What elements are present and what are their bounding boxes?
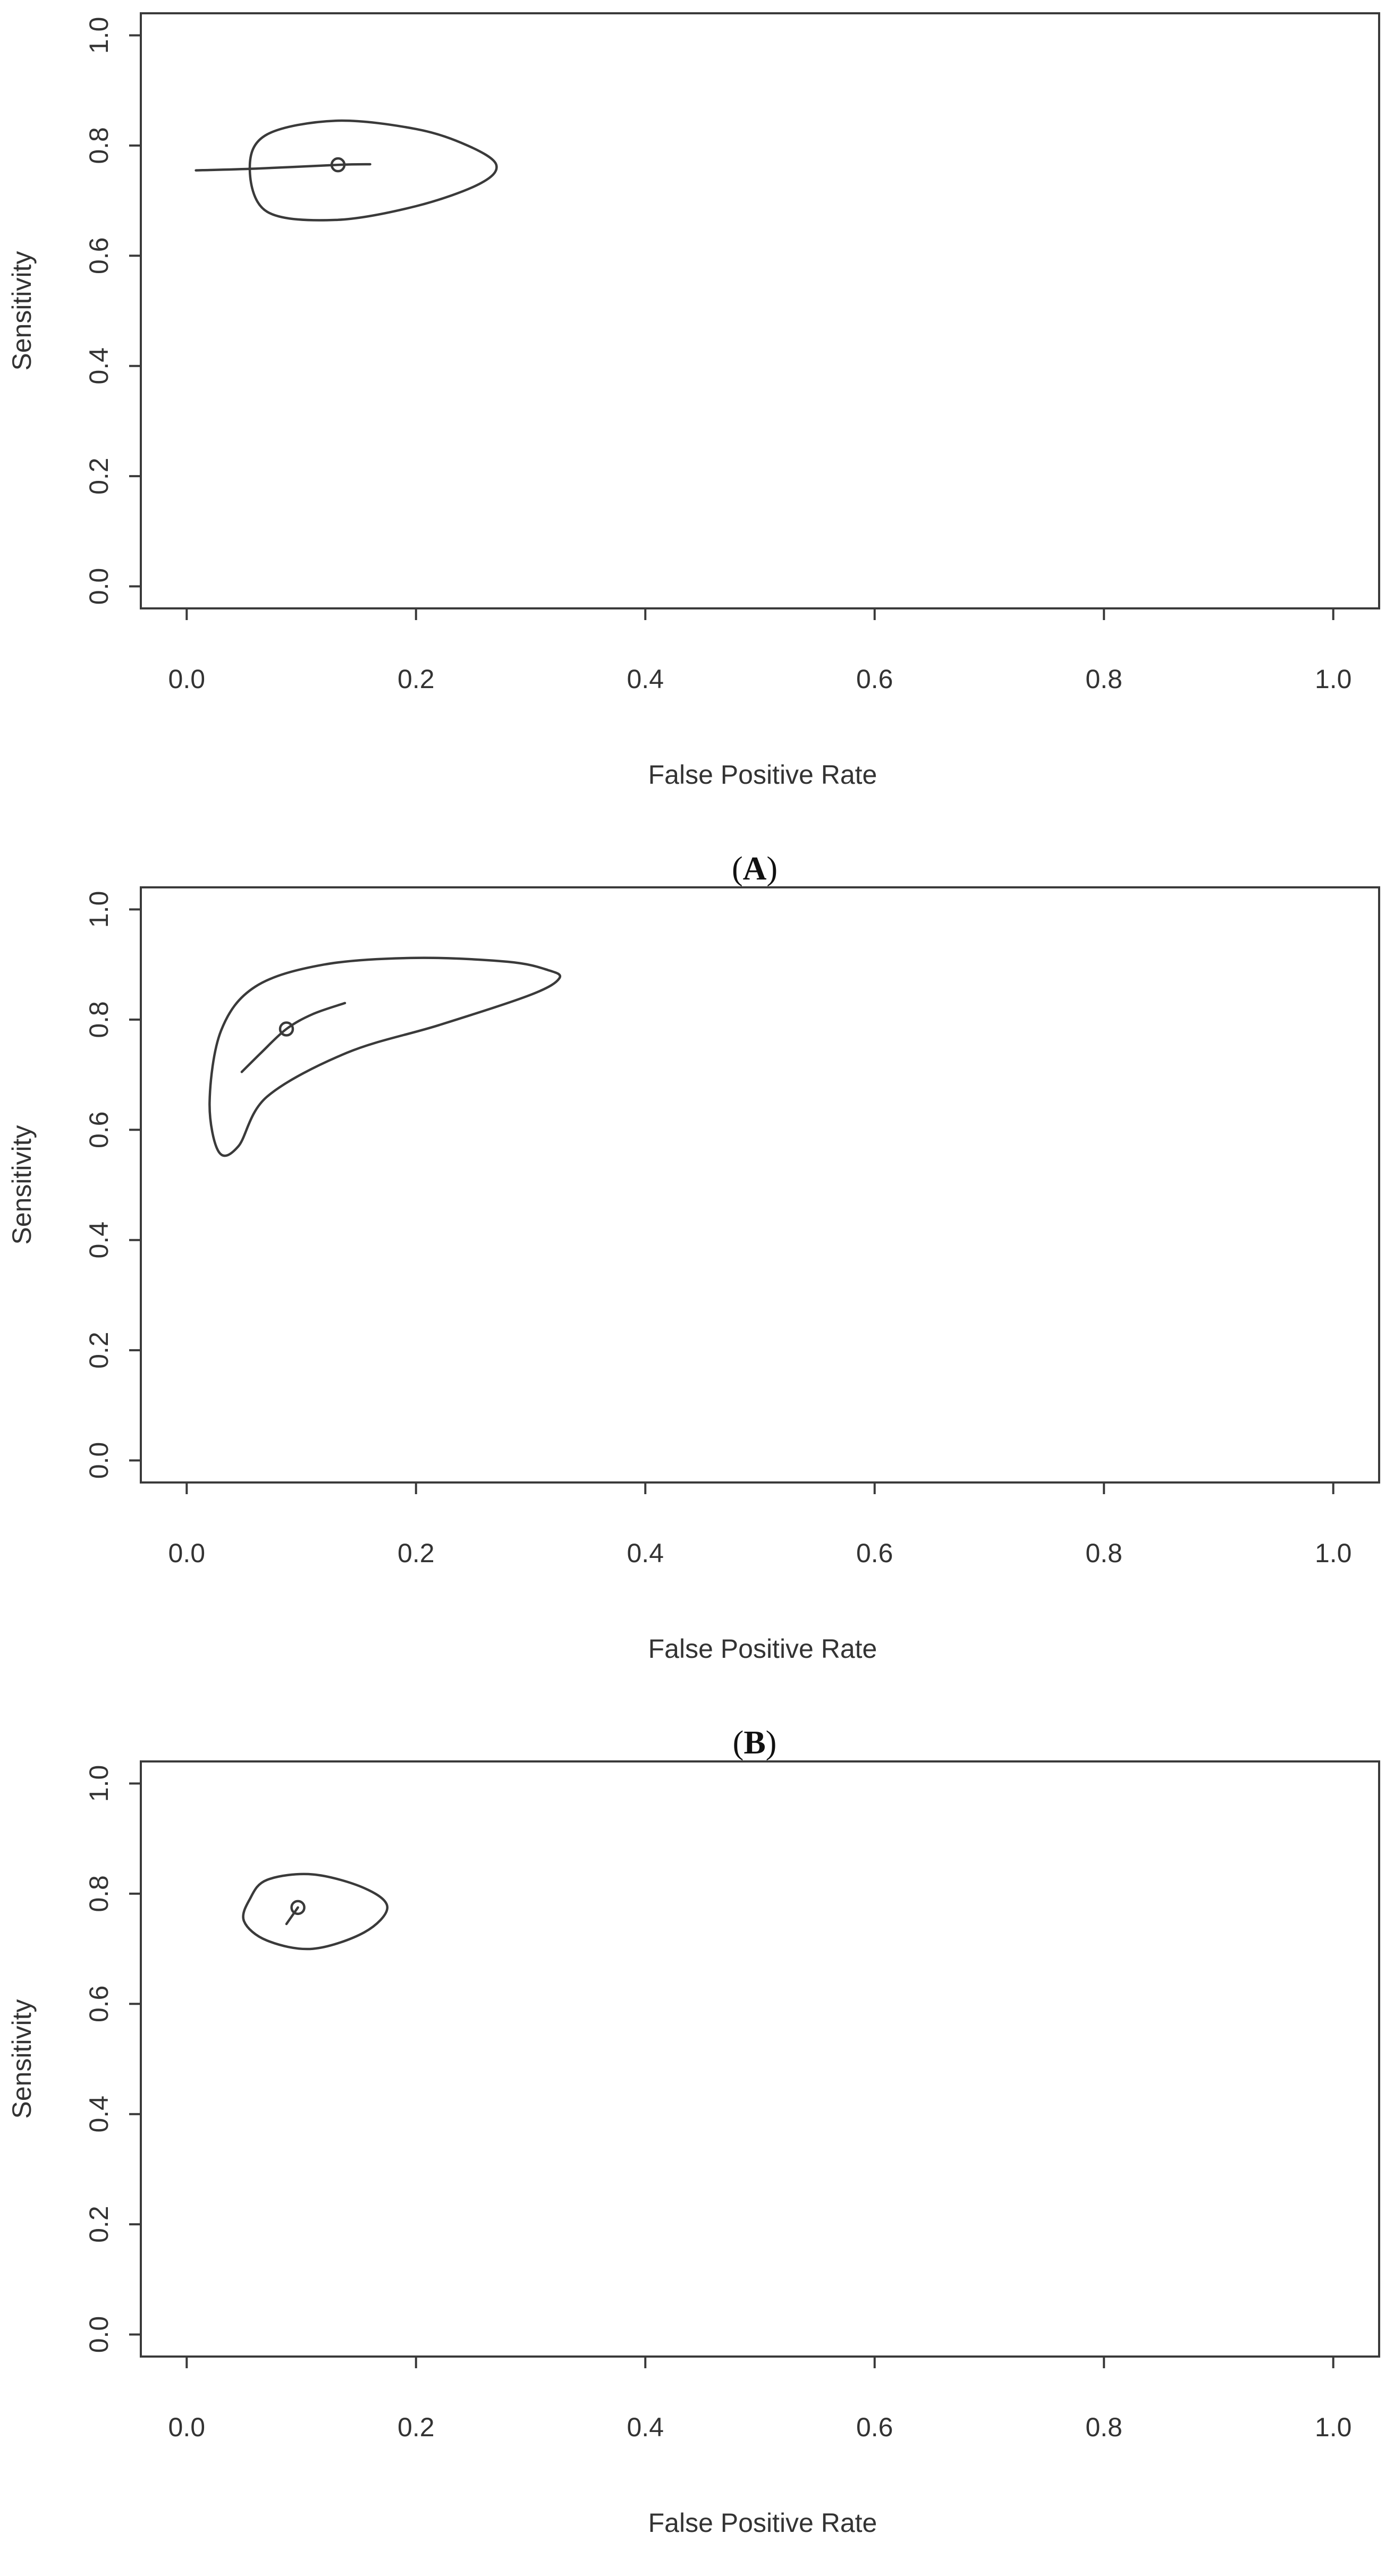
panel-c: 0.0 0.2 0.4 0.6 0.8 1.0 0.0 0.2 0.4 0.6 0.8 1.0 Fals… (7, 1760, 1380, 2538)
y-tick-label: 0.0 (84, 568, 114, 605)
panel-caption: (B) (733, 1725, 777, 1761)
y-axis-title: Sensitivity (7, 1125, 37, 1244)
x-tick-label: 0.2 (398, 1538, 435, 1568)
x-tick-label: 1.0 (1315, 664, 1352, 694)
x-tick-label: 0.0 (168, 1538, 206, 1568)
x-tick-label: 0.2 (398, 2412, 435, 2442)
x-tick-label: 0.4 (627, 664, 664, 694)
y-tick-label: 0.6 (84, 1986, 114, 2023)
x-axis-title: False Positive Rate (648, 2508, 877, 2538)
summary-curve (240, 1002, 347, 1073)
x-tick-label: 0.2 (398, 664, 435, 694)
x-tick-label: 0.6 (856, 664, 893, 694)
summary-curve (285, 1906, 299, 1926)
y-tick-label: 0.8 (84, 1001, 114, 1038)
x-tick-label: 0.8 (1085, 664, 1122, 694)
panel-b: 0.0 0.2 0.4 0.6 0.8 1.0 0.0 0.2 0.4 0.6 0.8 1.0 Fals… (7, 886, 1380, 1761)
plot-frame (140, 1760, 1380, 2358)
y-tick-label: 0.2 (84, 2206, 114, 2243)
summary-point (278, 1021, 294, 1037)
panel-a: 0.0 0.2 0.4 0.6 0.8 1.0 0.0 0.2 0.4 0.6 0.8 1.0 Fals… (7, 12, 1380, 887)
y-tick-label: 0.4 (84, 2096, 114, 2133)
y-tick-label: 0.0 (84, 1442, 114, 1479)
x-tick-label: 0.0 (168, 664, 206, 694)
y-tick-label: 0.4 (84, 1222, 114, 1259)
panel-caption: (A) (732, 851, 778, 887)
y-tick-label: 0.0 (84, 2316, 114, 2353)
x-tick-label: 0.6 (856, 1538, 893, 1568)
y-tick-label: 0.2 (84, 1332, 114, 1369)
y-axis-title: Sensitivity (7, 251, 37, 370)
plot-frame (140, 12, 1380, 609)
y-tick-label: 0.8 (84, 1875, 114, 1912)
x-tick-label: 0.8 (1085, 1538, 1122, 1568)
y-tick-label: 0.4 (84, 348, 114, 385)
summary-curve (195, 163, 371, 172)
x-tick-label: 0.8 (1085, 2412, 1122, 2442)
x-tick-label: 0.4 (627, 2412, 664, 2442)
x-tick-label: 0.4 (627, 1538, 664, 1568)
plot-frame (140, 886, 1380, 1484)
y-tick-label: 0.6 (84, 1112, 114, 1149)
y-tick-label: 1.0 (84, 17, 114, 54)
x-axis-title: False Positive Rate (648, 760, 877, 790)
x-axis-title: False Positive Rate (648, 1634, 877, 1664)
summary-point (290, 1900, 306, 1916)
x-tick-label: 0.6 (856, 2412, 893, 2442)
y-tick-label: 0.2 (84, 457, 114, 495)
y-axis-title: Sensitivity (7, 1999, 37, 2119)
x-tick-label: 1.0 (1315, 2412, 1352, 2442)
confidence-region (248, 119, 498, 222)
confidence-region (208, 956, 562, 1157)
y-tick-label: 1.0 (84, 1765, 114, 1802)
y-tick-label: 0.6 (84, 238, 114, 275)
y-tick-label: 1.0 (84, 891, 114, 928)
x-tick-label: 1.0 (1315, 1538, 1352, 1568)
confidence-region (242, 1872, 389, 1951)
x-tick-label: 0.0 (168, 2412, 206, 2442)
y-tick-label: 0.8 (84, 127, 114, 164)
summary-point (330, 157, 346, 173)
